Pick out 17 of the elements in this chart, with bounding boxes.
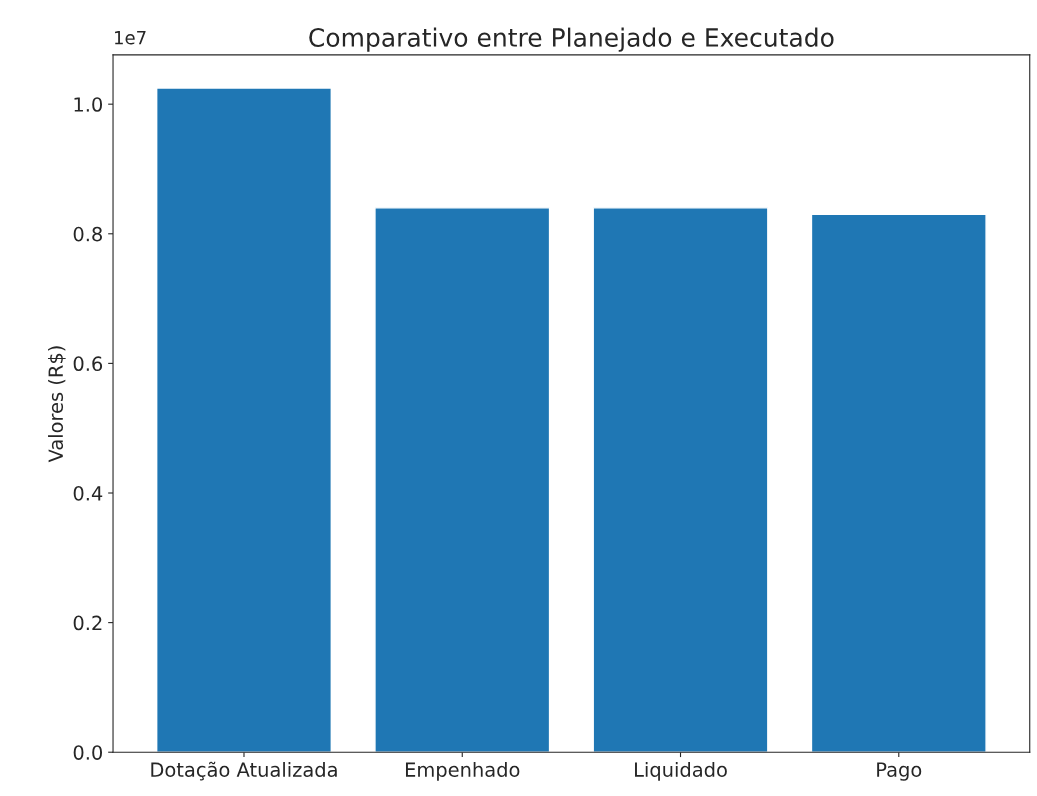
y-tick-label: 0.6 <box>73 356 103 372</box>
chart-title: Comparativo entre Planejado e Executado <box>309 27 834 52</box>
bar <box>810 213 987 753</box>
y-tick-label: 0.2 <box>73 615 102 631</box>
x-tick-label: Liquidado <box>635 761 727 781</box>
bar <box>155 87 332 753</box>
y-tick-label: 0.0 <box>73 745 103 760</box>
x-tick-label: Empenhado <box>405 761 520 781</box>
x-tick-label: Dotação Atualizada <box>151 761 337 781</box>
y-axis-title: Valores (R$) <box>48 346 66 463</box>
bar <box>374 207 551 753</box>
bar <box>592 207 769 753</box>
text: 1e7 <box>115 31 146 45</box>
y-tick-label: 1.0 <box>74 97 103 112</box>
y-tick-label: 0.8 <box>73 226 102 242</box>
x-tick-label: Pago <box>877 762 922 781</box>
y-tick-label: 0.4 <box>73 485 103 501</box>
